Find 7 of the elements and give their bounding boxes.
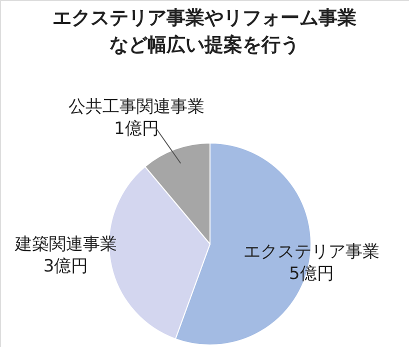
slice-label: 建築関連事業 bbox=[14, 234, 117, 254]
data-label: 1億円 bbox=[114, 118, 159, 139]
slice-label: エクステリア事業 bbox=[243, 242, 380, 262]
data-label: 5億円 bbox=[289, 264, 334, 284]
data-label: 3億円 bbox=[43, 256, 88, 276]
chart-title: エクステリア事業やリフォーム事業など幅広い提案を行う bbox=[52, 7, 356, 56]
slice-label: 公共工事関連事業 bbox=[68, 96, 204, 117]
